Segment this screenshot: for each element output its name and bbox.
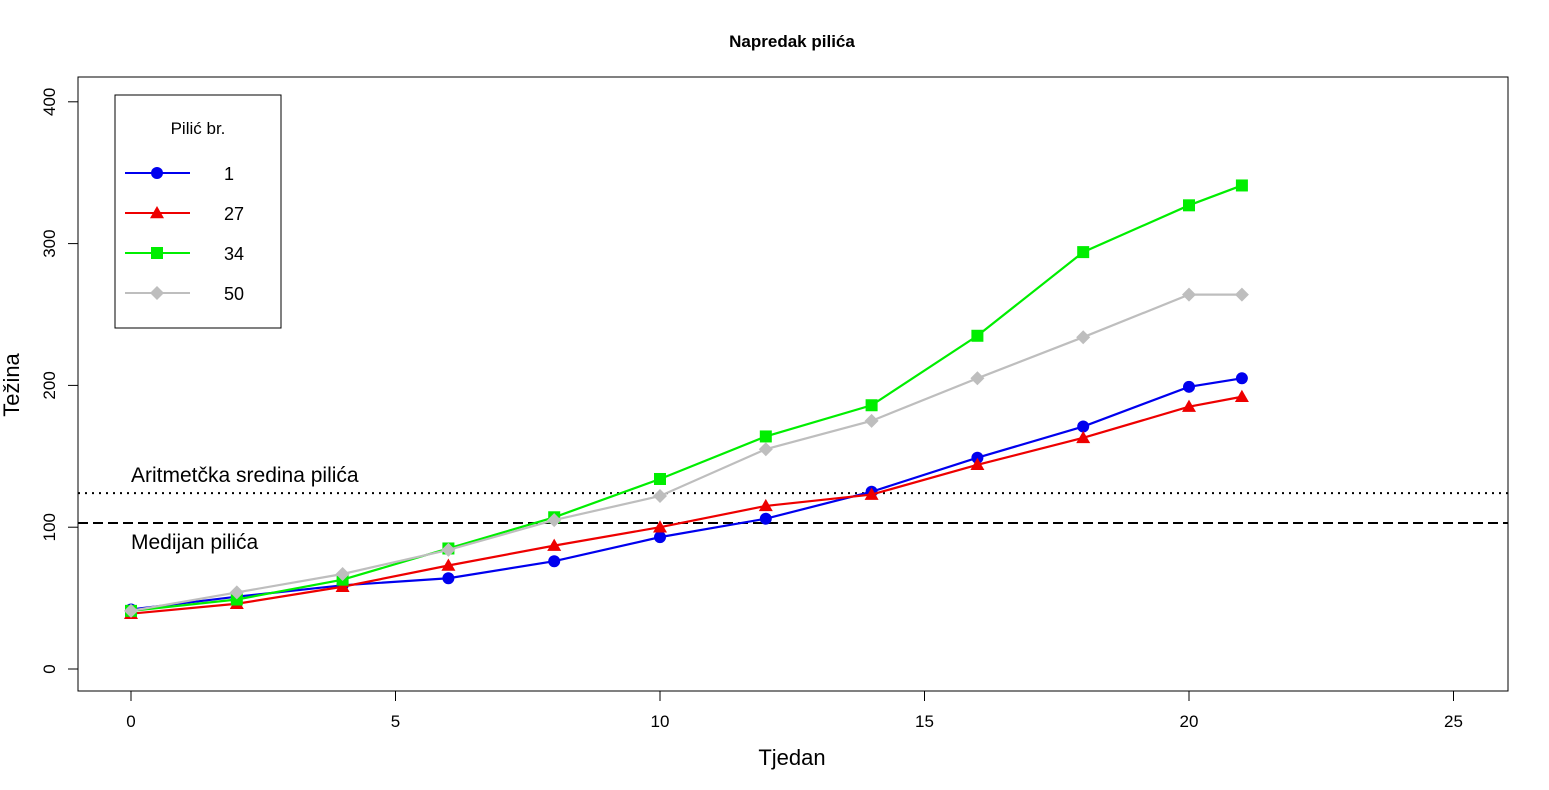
legend-items: 1 27 34 50 bbox=[125, 164, 244, 304]
marker-triangle bbox=[547, 538, 562, 551]
marker-circle bbox=[1235, 372, 1248, 385]
marker-triangle bbox=[1182, 399, 1196, 412]
marker-diamond bbox=[229, 585, 244, 600]
marker-square bbox=[865, 399, 878, 412]
legend-label: 27 bbox=[224, 204, 244, 224]
marker-triangle bbox=[441, 558, 456, 571]
marker-circle bbox=[971, 451, 984, 464]
series-line bbox=[130, 184, 1243, 612]
legend-entry-27: 27 bbox=[125, 204, 244, 224]
marker-triangle bbox=[150, 206, 164, 219]
marker-diamond bbox=[124, 603, 138, 618]
marker-square bbox=[971, 329, 984, 342]
x-axis-label: Tjedan bbox=[758, 745, 825, 770]
marker-circle bbox=[654, 531, 666, 544]
marker-triangle bbox=[1234, 389, 1249, 402]
marker-circle bbox=[151, 167, 163, 179]
legend-entry-34: 34 bbox=[125, 244, 244, 264]
y-tick-label: 400 bbox=[40, 88, 59, 116]
x-tick-label: 5 bbox=[391, 712, 400, 731]
x-tick-label: 10 bbox=[651, 712, 670, 731]
x-axis: 0 5 10 15 20 25 bbox=[126, 690, 1463, 731]
marker-diamond bbox=[547, 513, 562, 528]
marker-diamond bbox=[150, 286, 164, 300]
y-tick-label: 300 bbox=[40, 229, 59, 257]
marker-diamond bbox=[864, 413, 879, 428]
x-tick-label: 25 bbox=[1444, 712, 1463, 731]
marker-triangle bbox=[864, 487, 879, 500]
marker-diamond bbox=[970, 371, 985, 386]
marker-diamond bbox=[335, 566, 350, 581]
x-tick-label: 15 bbox=[915, 712, 934, 731]
series-line bbox=[130, 377, 1243, 611]
series-line bbox=[130, 395, 1243, 615]
marker-square bbox=[151, 247, 163, 259]
reference-lines: Aritmetčka sredina pilića Medijan pilića bbox=[78, 464, 1508, 554]
y-axis-label: Težina bbox=[0, 352, 24, 416]
series-34 bbox=[125, 179, 1248, 617]
x-tick-label: 0 bbox=[126, 712, 135, 731]
series-line bbox=[130, 293, 1242, 612]
series-layer bbox=[124, 179, 1249, 619]
marker-triangle bbox=[335, 579, 350, 593]
plot-frame bbox=[77, 76, 1509, 692]
legend-box bbox=[114, 94, 282, 329]
marker-triangle bbox=[653, 520, 667, 533]
marker-diamond bbox=[1234, 287, 1249, 302]
y-tick-label: 0 bbox=[40, 664, 59, 673]
marker-circle bbox=[442, 572, 455, 585]
y-axis: 0 100 200 300 400 bbox=[40, 88, 79, 674]
marker-square bbox=[230, 593, 243, 606]
y-tick-label: 100 bbox=[40, 513, 59, 541]
marker-diamond bbox=[441, 542, 456, 557]
marker-square bbox=[1183, 199, 1195, 212]
legend-entry-50: 50 bbox=[125, 284, 244, 304]
marker-diamond bbox=[1182, 287, 1196, 302]
median-label: Medijan pilića bbox=[131, 531, 259, 554]
x-tick-label: 20 bbox=[1180, 712, 1199, 731]
chart-title: Napredak pilića bbox=[729, 32, 855, 51]
y-tick-label: 200 bbox=[40, 371, 59, 399]
legend-entry-1: 1 bbox=[125, 164, 234, 184]
legend: Pilić br. 1 27 34 50 bbox=[114, 94, 282, 329]
marker-circle bbox=[759, 512, 772, 525]
marker-circle bbox=[1077, 420, 1090, 433]
marker-diamond bbox=[758, 442, 773, 457]
marker-square bbox=[759, 430, 772, 443]
legend-title: Pilić br. bbox=[171, 119, 226, 138]
series-50 bbox=[124, 287, 1249, 618]
marker-circle bbox=[1183, 380, 1195, 393]
marker-square bbox=[654, 472, 666, 485]
marker-triangle bbox=[970, 457, 985, 471]
marker-triangle bbox=[758, 498, 773, 512]
marker-diamond bbox=[653, 489, 667, 504]
marker-square bbox=[1235, 179, 1248, 192]
legend-label: 1 bbox=[224, 164, 234, 184]
legend-label: 50 bbox=[224, 284, 244, 304]
mean-label: Aritmetčka sredina pilića bbox=[131, 464, 359, 487]
marker-circle bbox=[548, 555, 561, 568]
marker-triangle bbox=[1076, 430, 1091, 444]
marker-diamond bbox=[1076, 330, 1091, 345]
marker-square bbox=[1077, 246, 1090, 259]
legend-label: 34 bbox=[224, 244, 244, 264]
